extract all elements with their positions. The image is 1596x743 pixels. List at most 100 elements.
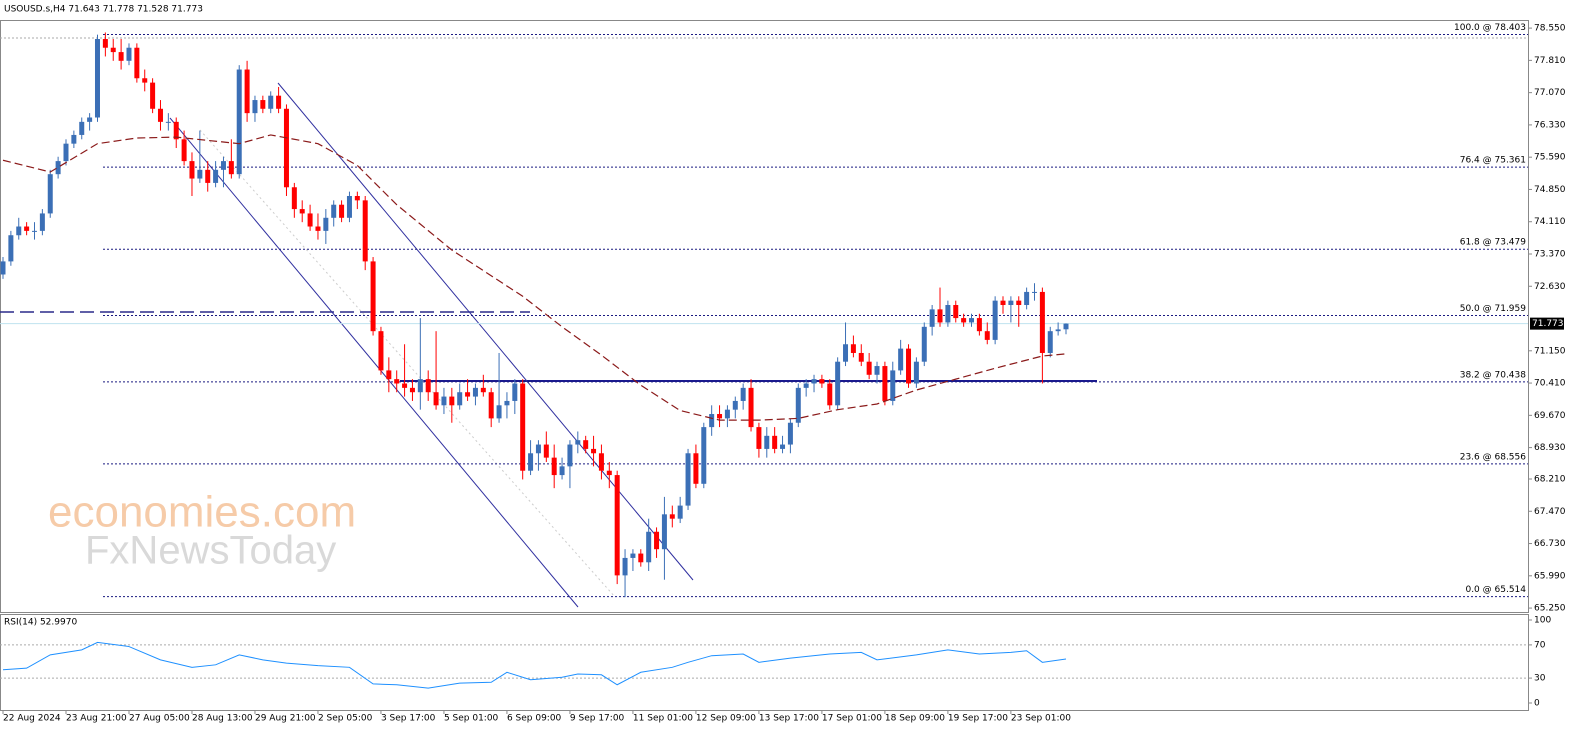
candle-body <box>528 453 534 471</box>
candle-body <box>205 169 211 183</box>
x-tick-label: 12 Sep 09:00 <box>696 714 756 724</box>
channel-midline <box>199 129 616 598</box>
y-tick-label: 65.990 <box>1534 571 1566 581</box>
x-tick-label: 27 Aug 05:00 <box>129 714 190 724</box>
candle-body <box>638 553 644 563</box>
candle-body <box>803 383 809 388</box>
candle-body <box>134 47 140 79</box>
y-tick-label: 75.590 <box>1534 153 1566 163</box>
candle-body <box>24 226 30 231</box>
candle-body <box>354 195 360 201</box>
candle-body <box>1000 300 1006 306</box>
y-tick-label: 72.630 <box>1534 282 1566 292</box>
candle-body <box>504 400 510 406</box>
y-tick-label: 69.670 <box>1534 411 1566 421</box>
candle-body <box>110 47 116 53</box>
candle-body <box>173 121 179 140</box>
candle-body <box>976 318 982 332</box>
rsi-tick-label: 70 <box>1534 640 1546 650</box>
y-tick-label: 77.070 <box>1534 88 1566 98</box>
candle-body <box>567 444 573 467</box>
candle-body <box>323 217 329 231</box>
x-tick-label: 17 Sep 01:00 <box>822 714 882 724</box>
candle-body <box>339 204 345 218</box>
candle-body <box>79 121 85 135</box>
fib-label: 0.0 @ 65.514 <box>1465 585 1526 595</box>
candle-body <box>1032 291 1038 293</box>
candle-body <box>276 95 282 109</box>
candle-body <box>701 427 707 484</box>
candle-body <box>165 121 171 123</box>
watermark: FxNewsToday <box>85 529 336 573</box>
price-tag <box>1530 317 1564 330</box>
candle-body <box>772 435 778 449</box>
candle-body <box>913 361 919 384</box>
rsi-tick-label: 100 <box>1534 616 1551 626</box>
candle-body <box>87 117 93 122</box>
x-tick-label: 13 Sep 17:00 <box>759 714 819 724</box>
x-tick-label: 29 Aug 21:00 <box>255 714 316 724</box>
x-tick-label: 23 Sep 01:00 <box>1011 714 1071 724</box>
candle-body <box>622 557 628 576</box>
candle-body <box>299 209 305 214</box>
candle-body <box>843 344 849 362</box>
candle-body <box>717 414 723 419</box>
candle-body <box>197 169 203 179</box>
rsi-tick-label: 30 <box>1534 674 1546 684</box>
y-tick-label: 74.110 <box>1534 217 1566 227</box>
candle-body <box>874 366 880 375</box>
candle-body <box>315 226 321 231</box>
candle-body <box>465 392 471 397</box>
candle-body <box>244 69 250 114</box>
candle-body <box>63 143 69 162</box>
y-tick-label: 65.250 <box>1534 604 1566 614</box>
candle-body <box>228 161 234 175</box>
candle-body <box>512 383 518 401</box>
fib-label: 61.8 @ 73.479 <box>1460 238 1527 248</box>
candle-body <box>386 370 392 380</box>
y-tick-label: 73.370 <box>1534 249 1566 259</box>
watermark: economies.com <box>48 488 356 537</box>
candle-body <box>693 453 699 484</box>
fib-label: 76.4 @ 75.361 <box>1460 156 1526 166</box>
candle-body <box>236 69 242 175</box>
candle-body <box>126 47 132 61</box>
candle-body <box>945 305 951 323</box>
rsi-title: RSI(14) 52.9970 <box>4 618 77 628</box>
candle-body <box>8 235 14 262</box>
y-tick-label: 76.330 <box>1534 120 1566 130</box>
candle-body <box>449 396 455 406</box>
candle-body <box>654 531 660 550</box>
candle-body <box>850 344 856 353</box>
candle-body <box>1024 291 1030 306</box>
candle-body <box>362 200 368 262</box>
candle-body <box>748 387 754 428</box>
candle-body <box>559 466 565 476</box>
x-tick-label: 5 Sep 01:00 <box>444 714 499 724</box>
candle-body <box>472 387 478 397</box>
fib-label: 50.0 @ 71.959 <box>1460 304 1527 314</box>
y-tick-label: 71.150 <box>1534 346 1566 356</box>
price-tag-label: 71.773 <box>1532 319 1564 329</box>
candle-body <box>378 331 384 371</box>
candle-body <box>787 422 793 445</box>
candle-body <box>835 361 841 406</box>
candle-body <box>409 387 415 393</box>
candle-body <box>591 448 597 454</box>
candle-body <box>142 78 148 83</box>
x-tick-label: 23 Aug 21:00 <box>66 714 127 724</box>
candle-body <box>252 100 258 114</box>
candle-body <box>732 400 738 410</box>
plot: 78.550 77.810 77.070 76.330 75.590 74.850 74.1… <box>0 23 1566 724</box>
candle-body <box>898 348 904 371</box>
candle-body <box>551 457 557 476</box>
candle-body <box>921 326 927 362</box>
rsi-line <box>2 641 1067 689</box>
candle-body <box>1008 300 1014 306</box>
candle-body <box>858 352 864 362</box>
candle-body <box>457 392 463 406</box>
candle-body <box>39 213 45 231</box>
candle-body <box>118 52 124 61</box>
candle-body <box>1055 329 1061 332</box>
